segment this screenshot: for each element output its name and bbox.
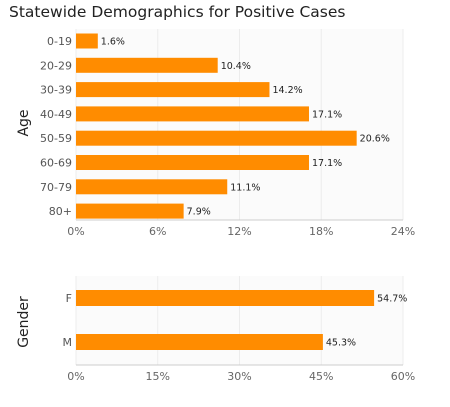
age-x-tick-label: 24% <box>391 225 415 238</box>
age-data-label: 1.6% <box>101 37 125 48</box>
age-bar <box>76 203 184 219</box>
age-bar <box>76 130 357 146</box>
gender-x-tick-label: 60% <box>391 370 415 383</box>
age-category-label: 0-19 <box>47 35 72 48</box>
gender-bar <box>76 334 323 350</box>
age-bar <box>76 155 309 170</box>
age-bar <box>76 57 218 73</box>
age-chart: 0% 6% 12% 18% 24% 0-19 1.6% 20-29 10.4% 30-39 14.2… <box>16 29 415 238</box>
gender-data-label: 54.7% <box>377 294 407 305</box>
gender-x-tick-label: 0% <box>67 370 84 383</box>
age-category-label: 50-59 <box>40 132 72 145</box>
age-x-tick-label: 6% <box>149 225 166 238</box>
age-bar <box>76 33 98 49</box>
age-bar <box>76 179 228 195</box>
age-x-tick-label: 12% <box>227 225 251 238</box>
gender-category-label: F <box>66 292 72 305</box>
age-data-label: 10.4% <box>221 61 251 72</box>
page-title: Statewide Demographics for Positive Case… <box>9 3 346 21</box>
gender-data-label: 45.3% <box>326 338 356 349</box>
gender-category-label: M <box>63 336 73 349</box>
age-category-label: 30-39 <box>40 84 72 97</box>
age-x-tick-label: 18% <box>309 225 333 238</box>
gender-x-tick-label: 30% <box>227 370 251 383</box>
age-data-label: 17.1% <box>312 109 342 120</box>
age-category-label: 40-49 <box>40 108 72 121</box>
age-data-label: 11.1% <box>230 182 260 193</box>
age-data-label: 14.2% <box>272 85 302 96</box>
age-data-label: 7.9% <box>187 207 211 218</box>
gender-y-axis-label: Gender <box>16 296 32 348</box>
age-category-label: 60-69 <box>40 157 72 170</box>
age-category-label: 80+ <box>49 205 72 218</box>
gender-bar <box>76 290 375 306</box>
age-bar <box>76 82 270 98</box>
age-y-axis-label: Age <box>16 109 32 136</box>
age-x-tick-label: 0% <box>67 225 84 238</box>
age-category-label: 20-29 <box>40 59 72 72</box>
gender-x-tick-label: 15% <box>146 370 170 383</box>
age-bar <box>76 106 309 122</box>
age-data-label: 20.6% <box>360 134 390 145</box>
gender-x-tick-label: 45% <box>309 370 333 383</box>
age-data-label: 17.1% <box>312 158 342 169</box>
age-category-label: 70-79 <box>40 181 72 194</box>
